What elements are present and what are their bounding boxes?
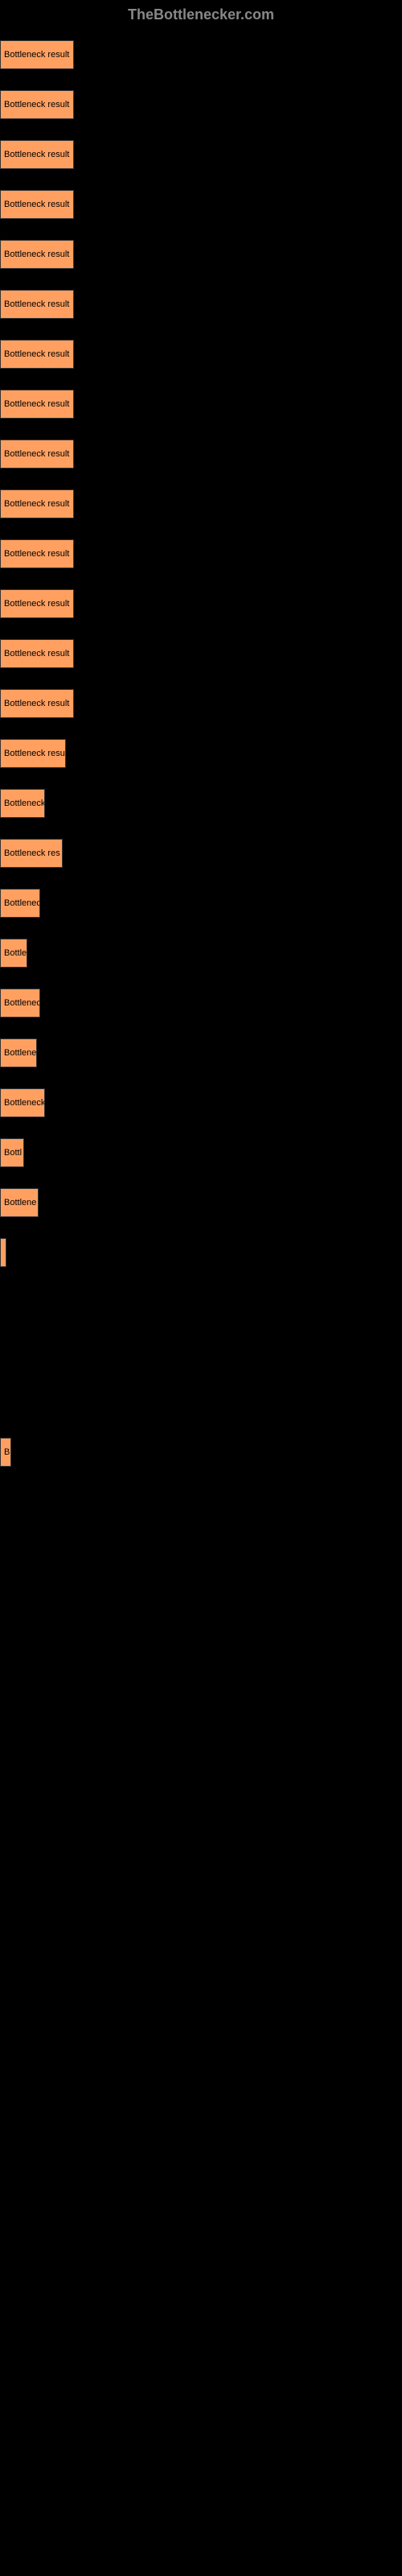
bar: Bottlenec bbox=[0, 889, 40, 918]
bar-row: Bottl bbox=[0, 1128, 402, 1178]
bar: Bottleneck result bbox=[0, 90, 74, 119]
bar: Bottleneck resu bbox=[0, 739, 66, 768]
bar: Bottleneck result bbox=[0, 240, 74, 269]
bar: Bottleneck result bbox=[0, 440, 74, 469]
bar: Bottle bbox=[0, 939, 27, 968]
bar: Bottleneck result bbox=[0, 539, 74, 568]
bar: Bottleneck result bbox=[0, 290, 74, 319]
bar-row bbox=[0, 1327, 402, 1377]
bar-row bbox=[0, 1228, 402, 1278]
bar: Bottleneck result bbox=[0, 689, 74, 718]
bar-row: Bottleneck res bbox=[0, 828, 402, 878]
bar: Bottlene bbox=[0, 1038, 37, 1067]
bar-row: Bottleneck result bbox=[0, 130, 402, 180]
bar: Bottleneck result bbox=[0, 390, 74, 419]
bar-row: Bottleneck result bbox=[0, 679, 402, 729]
bar: Bottleneck result bbox=[0, 140, 74, 169]
bar-row: Bottleneck result bbox=[0, 529, 402, 579]
bar: Bottleneck bbox=[0, 789, 45, 818]
site-header: TheBottlenecker.com bbox=[0, 0, 402, 30]
bar: B bbox=[0, 1438, 11, 1467]
bar-row: Bottleneck result bbox=[0, 229, 402, 279]
bar: Bottleneck result bbox=[0, 40, 74, 69]
bar: Bottleneck bbox=[0, 1088, 45, 1117]
bar-row: Bottleneck result bbox=[0, 30, 402, 80]
bar: Bottlenec bbox=[0, 989, 40, 1018]
bar-row: B bbox=[0, 1427, 402, 1477]
bar-row: Bottleneck result bbox=[0, 180, 402, 229]
bar: Bottl bbox=[0, 1138, 24, 1167]
bar-row: Bottlenec bbox=[0, 978, 402, 1028]
bar-row: Bottlenec bbox=[0, 878, 402, 928]
bar-row bbox=[0, 1377, 402, 1427]
bar-row: Bottlene bbox=[0, 1178, 402, 1228]
bar-row: Bottleneck result bbox=[0, 329, 402, 379]
bar: Bottleneck result bbox=[0, 639, 74, 668]
bar bbox=[0, 1238, 6, 1267]
bar-row: Bottleneck result bbox=[0, 579, 402, 629]
bar-row: Bottleneck result bbox=[0, 80, 402, 130]
bar-row: Bottleneck resu bbox=[0, 729, 402, 778]
bar-row: Bottleneck bbox=[0, 778, 402, 828]
bar: Bottleneck res bbox=[0, 839, 63, 868]
bar-row: Bottleneck result bbox=[0, 629, 402, 679]
bar: Bottleneck result bbox=[0, 340, 74, 369]
bar: Bottleneck result bbox=[0, 190, 74, 219]
bar-row: Bottleneck result bbox=[0, 279, 402, 329]
bar: Bottleneck result bbox=[0, 589, 74, 618]
bar: Bottlene bbox=[0, 1188, 39, 1217]
bar-row: Bottleneck bbox=[0, 1078, 402, 1128]
bar-row bbox=[0, 1278, 402, 1327]
bar-row: Bottleneck result bbox=[0, 479, 402, 529]
bar: Bottleneck result bbox=[0, 489, 74, 518]
bottleneck-bar-chart: Bottleneck result Bottleneck result Bottle… bbox=[0, 30, 402, 1477]
bar-row: Bottlene bbox=[0, 1028, 402, 1078]
bar-row: Bottleneck result bbox=[0, 429, 402, 479]
bar-row: Bottleneck result bbox=[0, 379, 402, 429]
bar-row: Bottle bbox=[0, 928, 402, 978]
